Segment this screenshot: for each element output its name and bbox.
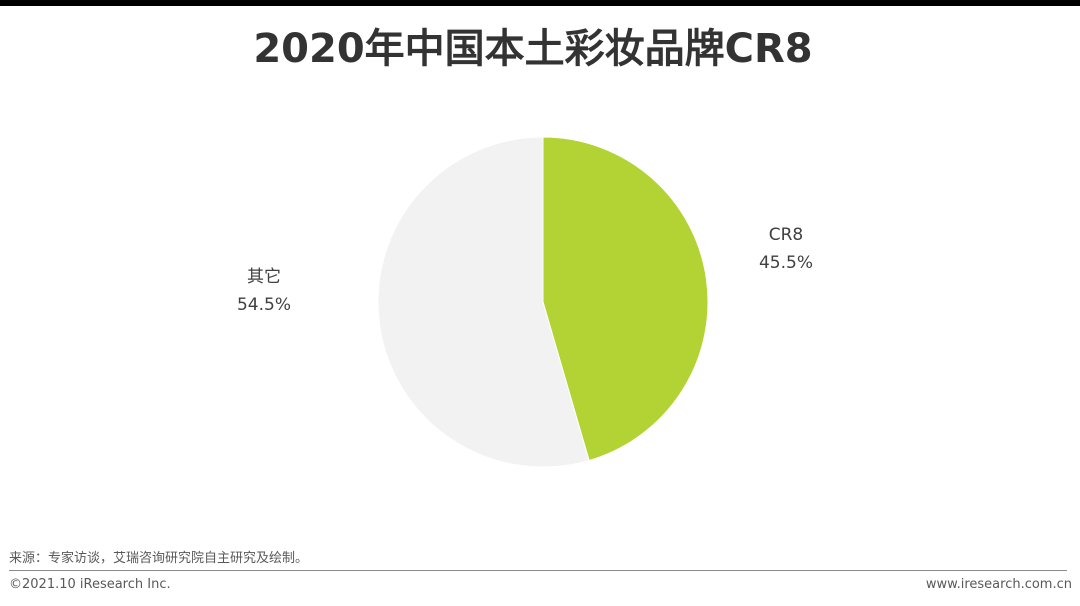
pie-slices — [377, 136, 709, 468]
slide: 2020年中国本土彩妆品牌CR8 CR8 45.5% 其它 54.5% 来源：专… — [0, 6, 1080, 606]
slice-label-cr8: CR8 45.5% — [759, 225, 813, 273]
slice-label-cr8-value: 45.5% — [759, 253, 813, 273]
website-link[interactable]: www.iresearch.com.cn — [925, 577, 1072, 592]
slice-label-other-value: 54.5% — [237, 295, 291, 315]
source-note: 来源：专家访谈，艾瑞咨询研究院自主研究及绘制。 — [9, 551, 309, 566]
slice-label-other-name: 其它 — [247, 267, 281, 287]
slice-label-cr8-name: CR8 — [769, 225, 804, 245]
copyright-text: ©2021.10 iResearch Inc. — [9, 577, 171, 592]
pie-slice-cr8 — [542, 136, 709, 462]
page-title: 2020年中国本土彩妆品牌CR8 — [253, 26, 813, 72]
slice-label-other: 其它 54.5% — [237, 267, 291, 315]
pie-chart: CR8 45.5% 其它 54.5% — [237, 136, 813, 468]
pie-slice-other — [377, 136, 590, 468]
footer-divider — [9, 570, 1067, 571]
